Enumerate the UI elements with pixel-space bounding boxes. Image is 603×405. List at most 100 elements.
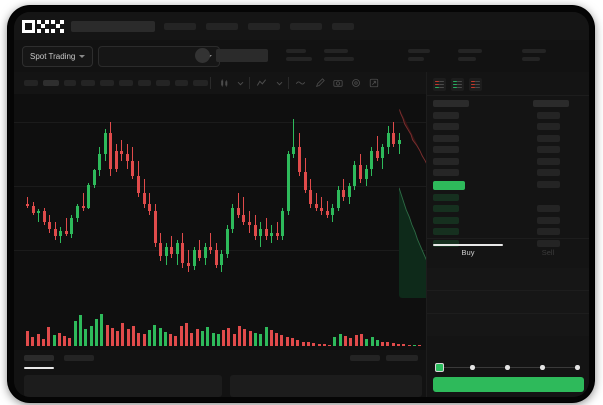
candle-wick <box>187 250 189 272</box>
orderbook-ask-row-amount[interactable] <box>537 134 560 142</box>
order-total-field[interactable] <box>427 314 589 336</box>
fullscreen-icon[interactable] <box>368 78 380 88</box>
draw-tool-icon[interactable] <box>314 78 326 88</box>
tab-active-underline <box>24 367 54 369</box>
okx-logo[interactable] <box>22 20 64 33</box>
orderbook-ask-row-amount[interactable] <box>537 169 560 176</box>
orderbook-bid-row-price[interactable] <box>433 239 459 247</box>
slider-handle[interactable] <box>435 363 444 372</box>
chevron-down-icon[interactable] <box>274 78 285 88</box>
orderbook-ask-row-amount[interactable] <box>537 111 560 119</box>
bottom-panel-left[interactable] <box>24 375 222 397</box>
orderbook-ask-row-price[interactable] <box>433 111 459 119</box>
chart-gridline <box>14 250 426 251</box>
camera-icon[interactable] <box>332 78 344 88</box>
price-chart[interactable] <box>14 94 426 305</box>
volume-chart <box>14 305 426 350</box>
orderbook-bid-row-price[interactable] <box>433 216 459 224</box>
bottom-action-1[interactable] <box>350 355 380 361</box>
line-chart-icon[interactable] <box>295 78 306 88</box>
orderbook-mode-both[interactable] <box>433 78 446 91</box>
candle <box>103 132 107 155</box>
orderbook-ask-row-price[interactable] <box>433 146 459 153</box>
interval-button-9[interactable] <box>175 80 188 86</box>
interval-button-5[interactable] <box>100 80 114 86</box>
candle-wick <box>293 118 295 158</box>
interval-button-3[interactable] <box>64 80 76 86</box>
orderbook-ask-row-price[interactable] <box>433 169 459 176</box>
order-price-field[interactable] <box>427 268 589 291</box>
orderbook-mode-bids[interactable] <box>451 78 464 91</box>
interval-button-7[interactable] <box>138 80 151 86</box>
orderbook-bid-row-price[interactable] <box>433 228 459 235</box>
stat-4-label <box>458 49 482 53</box>
orderbook-bid-row-amount[interactable] <box>537 228 560 235</box>
market-type-selector[interactable]: Spot Trading <box>22 46 94 67</box>
stat-3-value <box>408 57 424 61</box>
orderbook-ask-row-amount[interactable] <box>537 157 560 165</box>
chevron-down-icon[interactable] <box>235 78 246 88</box>
candle <box>42 211 46 222</box>
candle <box>386 132 390 148</box>
tab-open-orders[interactable] <box>24 355 54 361</box>
stat-5-value <box>522 57 540 61</box>
tab-order-history[interactable] <box>64 355 94 361</box>
volume-bar <box>195 329 199 346</box>
search-input[interactable] <box>71 21 155 32</box>
interval-button-1[interactable] <box>24 80 38 86</box>
orderbook-mode-asks[interactable] <box>469 78 482 91</box>
orderbook-ask-row-amount[interactable] <box>537 146 560 153</box>
candle <box>297 147 301 173</box>
orderbook-bid-row-price[interactable] <box>433 205 459 212</box>
volume-bar <box>402 344 406 346</box>
bottom-panel-right[interactable] <box>230 375 422 397</box>
slider-stop-100[interactable] <box>575 365 580 370</box>
nav-item-2[interactable] <box>206 23 238 30</box>
settings-gear-icon[interactable] <box>350 78 362 88</box>
candle <box>320 207 324 212</box>
volume-bar <box>338 334 342 346</box>
orderbook-bid-row-amount[interactable] <box>537 205 560 212</box>
order-amount-slider[interactable] <box>435 363 582 372</box>
interval-button-4[interactable] <box>81 80 95 86</box>
orderbook-bid-row-amount[interactable] <box>537 239 560 247</box>
candle <box>31 205 35 213</box>
volume-bar <box>370 337 374 346</box>
volume-bar <box>31 337 35 346</box>
interval-button-10[interactable] <box>193 80 208 86</box>
orderbook-ask-row-amount[interactable] <box>537 123 560 130</box>
order-tab-buy[interactable]: Buy <box>461 248 475 257</box>
market-ticker-bar: Spot Trading <box>14 40 589 72</box>
interval-button-8[interactable] <box>156 80 170 86</box>
candle <box>131 161 135 176</box>
slider-stop-25[interactable] <box>470 365 475 370</box>
slider-stop-50[interactable] <box>505 365 510 370</box>
orderbook-bid-row-price[interactable] <box>433 193 459 201</box>
interval-button-2[interactable] <box>43 80 59 86</box>
bottom-action-2[interactable] <box>386 355 418 361</box>
orderbook-bid-row-amount[interactable] <box>537 216 560 224</box>
orderbook-ask-row-price[interactable] <box>433 134 459 142</box>
candlestick-chart-icon[interactable] <box>219 78 230 88</box>
logo-glyph-o <box>22 20 35 33</box>
interval-button-6[interactable] <box>119 80 133 86</box>
volume-bar <box>391 343 395 346</box>
nav-item-5[interactable] <box>332 23 354 30</box>
order-amount-field[interactable] <box>427 291 589 314</box>
order-tab-sell[interactable]: Sell <box>541 248 555 257</box>
logo-glyph-x <box>51 20 64 33</box>
volume-bar <box>259 334 263 346</box>
nav-item-1[interactable] <box>164 23 196 30</box>
slider-stop-75[interactable] <box>540 365 545 370</box>
candle <box>125 154 129 162</box>
candle-wick <box>210 232 212 254</box>
orderbook-ask-row-price[interactable] <box>433 123 459 130</box>
candle-wick <box>38 209 40 222</box>
volume-bar <box>333 337 337 346</box>
nav-item-3[interactable] <box>248 23 280 30</box>
nav-item-4[interactable] <box>290 23 322 30</box>
volume-bar <box>354 335 358 346</box>
indicators-icon[interactable] <box>256 78 267 88</box>
orderbook-ask-row-price[interactable] <box>433 157 459 165</box>
submit-buy-button[interactable] <box>433 377 584 392</box>
